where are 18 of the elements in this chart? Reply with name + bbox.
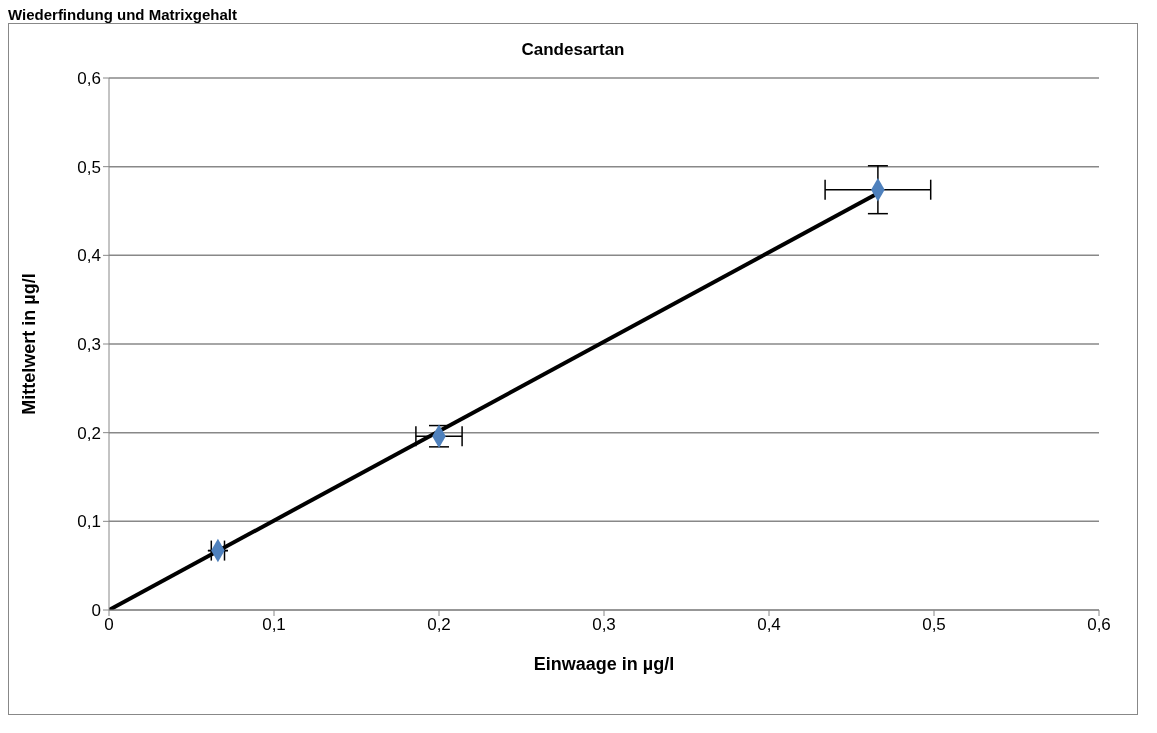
y-tick-label: 0,2 (77, 423, 101, 443)
x-tick-label: 0,3 (592, 615, 616, 635)
y-tick-label: 0,3 (77, 335, 101, 355)
x-axis-title: Einwaage in µg/l (533, 654, 675, 674)
y-tick-label: 0,4 (77, 246, 101, 266)
y-axis-title: Mittelwert in µg/l (19, 273, 40, 415)
chart-title: Candesartan (520, 40, 626, 60)
y-tick-label: 0,1 (77, 512, 101, 532)
y-tick-label: 0,5 (77, 157, 101, 177)
y-tick-label: 0,6 (77, 69, 101, 89)
x-tick-label: 0,5 (922, 615, 946, 635)
x-tick-label: 0 (104, 615, 114, 635)
x-tick-label: 0,1 (262, 615, 286, 635)
x-tick-label: 0,6 (1087, 615, 1111, 635)
x-tick-label: 0,2 (427, 615, 451, 635)
y-tick-label: 0 (91, 601, 101, 621)
text: Wiederfindung und Matrixgehalt (8, 6, 239, 23)
x-tick-label: 0,4 (757, 615, 781, 635)
